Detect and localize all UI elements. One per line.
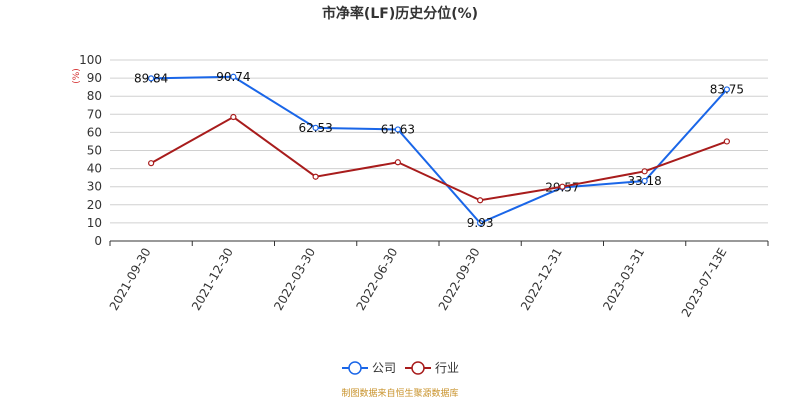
y-tick-label: 80 <box>87 89 102 103</box>
data-point <box>641 177 648 185</box>
data-point <box>230 73 237 80</box>
y-tick-label: 70 <box>87 107 102 121</box>
data-point <box>559 183 566 190</box>
y-axis-unit: (%) <box>72 68 82 84</box>
x-tick-label: 2022-03-30 <box>271 246 318 313</box>
data-label: 61.63 <box>381 122 415 136</box>
y-tick-label: 100 <box>79 53 102 67</box>
data-point <box>723 138 730 145</box>
x-tick-label: 2022-09-30 <box>436 246 483 313</box>
x-tick-label: 2021-12-30 <box>189 246 236 313</box>
legend: 公司 行业 <box>342 361 459 375</box>
legend-marker <box>411 361 425 375</box>
x-tick-label: 2023-03-31 <box>600 246 647 313</box>
data-point <box>477 219 484 227</box>
x-tick-label: 2022-06-30 <box>353 246 400 313</box>
legend-label: 行业 <box>435 361 459 375</box>
series-line-1 <box>151 75 728 225</box>
chart-title: 市净率(LF)历史分位(%) <box>322 5 478 22</box>
x-tick-label: 2022-12-31 <box>518 246 565 313</box>
y-tick-label: 60 <box>87 125 102 139</box>
data-point <box>477 197 484 204</box>
data-point <box>148 75 155 82</box>
data-point <box>230 113 237 121</box>
y-tick-label: 90 <box>87 71 102 85</box>
data-source-note: 制图数据来自恒生聚源数据库 <box>341 387 458 399</box>
data-point <box>641 168 648 175</box>
y-tick-label: 40 <box>87 162 102 176</box>
data-point <box>394 126 401 133</box>
data-label: 33.18 <box>627 174 661 188</box>
series-line-2 <box>150 115 728 202</box>
y-tick-label: 50 <box>87 144 102 158</box>
y-tick-label: 0 <box>94 234 102 248</box>
data-point <box>312 173 319 180</box>
x-tick-label: 2021-09-30 <box>107 246 154 313</box>
y-tick-label: 30 <box>87 180 102 194</box>
x-tick-label: 2023-07-13E <box>679 246 730 320</box>
data-label: 62.53 <box>298 121 332 135</box>
y-tick-label: 10 <box>87 216 102 230</box>
data-label: 89.84 <box>134 71 168 85</box>
data-point <box>394 159 401 166</box>
data-point <box>148 160 155 167</box>
legend-label: 公司 <box>372 361 396 375</box>
grid-lines <box>110 59 768 242</box>
y-tick-label: 20 <box>87 198 102 212</box>
data-label: 90.74 <box>216 70 250 84</box>
data-label: 83.75 <box>710 82 744 96</box>
data-label: 9.93 <box>467 216 494 230</box>
legend-marker <box>348 361 362 375</box>
data-point <box>312 124 319 131</box>
data-point <box>723 86 730 93</box>
